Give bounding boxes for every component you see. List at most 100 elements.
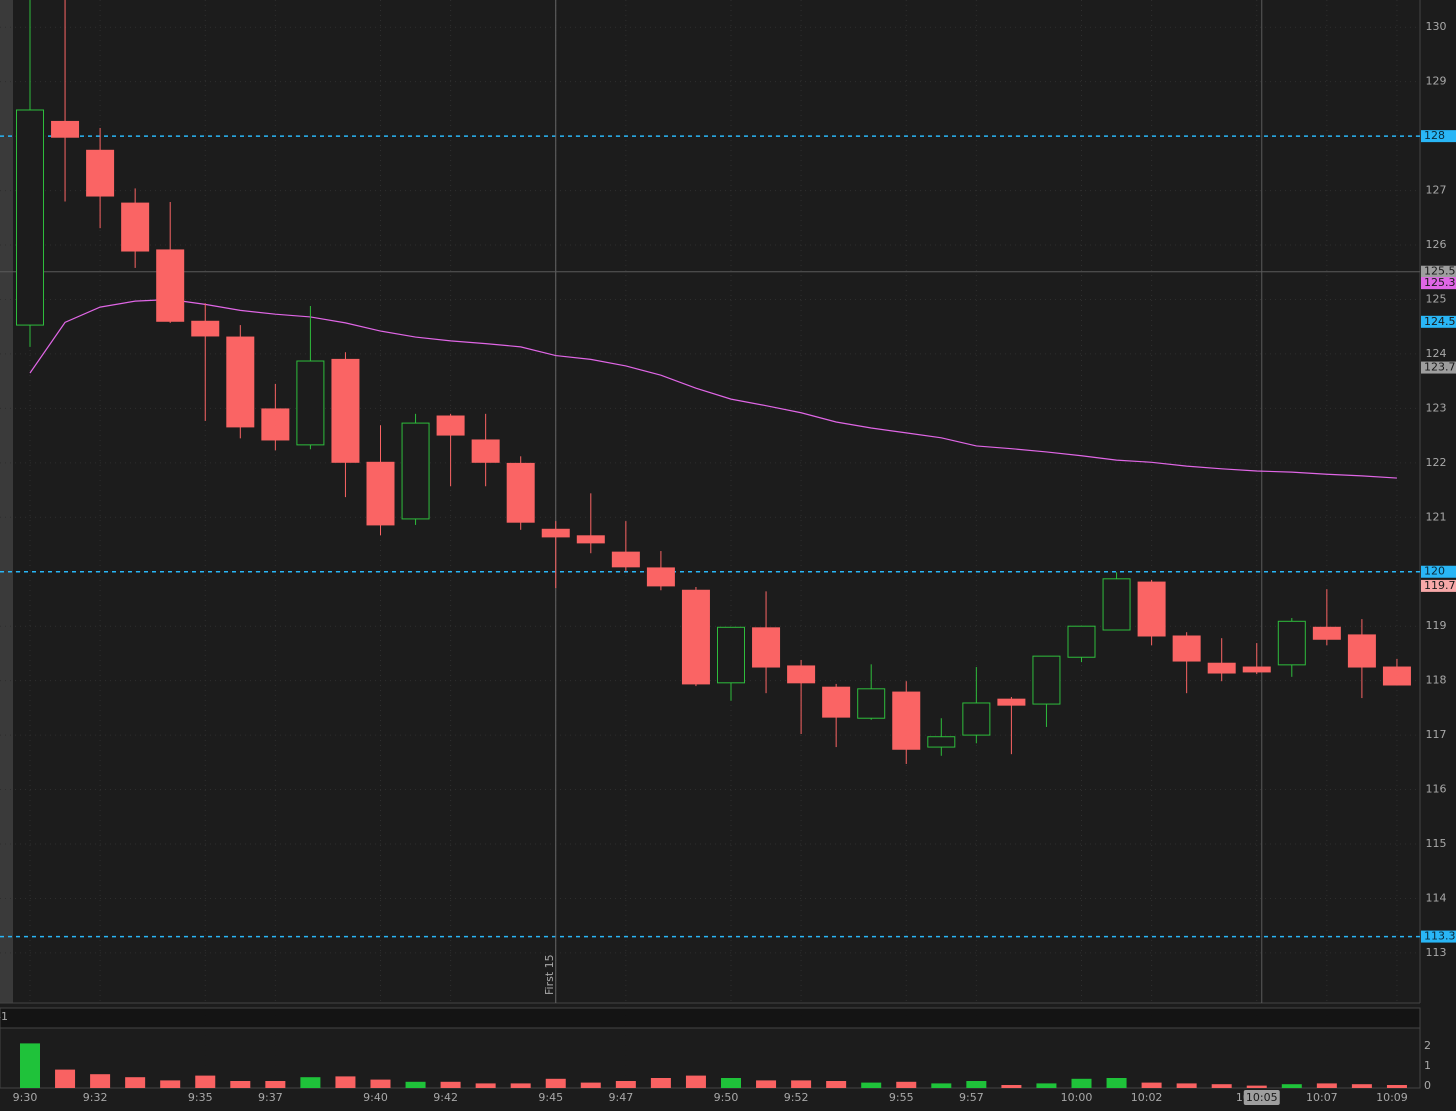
volume-bar <box>826 1081 847 1088</box>
y-tick-label: 118 <box>1426 674 1447 687</box>
x-tick-label: 9:40 <box>363 1091 388 1104</box>
volume-bar <box>650 1078 671 1088</box>
volume-bar <box>440 1081 461 1088</box>
candle-body <box>226 336 255 428</box>
candle-body <box>857 688 886 719</box>
y-tick-label: 123 <box>1426 401 1447 414</box>
price-label-box <box>1421 277 1456 290</box>
candle-body <box>962 702 991 736</box>
price-label: 123.75 <box>1424 361 1456 374</box>
y-tick-label: 121 <box>1426 510 1447 523</box>
volume-bar <box>896 1081 917 1088</box>
candle-body <box>1172 635 1201 662</box>
volume-bar <box>335 1076 356 1088</box>
price-label-box <box>1421 579 1456 592</box>
volume-bar <box>756 1080 777 1088</box>
y-tick-label: 117 <box>1426 728 1447 741</box>
x-tick-label: 9:45 <box>538 1091 563 1104</box>
volume-bar <box>685 1075 706 1088</box>
volume-bar <box>931 1083 952 1088</box>
y-tick-label: 130 <box>1426 20 1447 33</box>
candle-body <box>1032 655 1061 705</box>
candle-body <box>1207 662 1236 674</box>
y-tick-label: 122 <box>1426 456 1447 469</box>
candle-body <box>1277 620 1306 666</box>
volume-bar <box>1071 1078 1092 1088</box>
volume-bar <box>1386 1085 1407 1088</box>
candle-body <box>436 415 465 436</box>
vwap-line <box>29 298 1397 479</box>
volume-label: 41 <box>0 1010 8 1023</box>
y-tick-label: 127 <box>1426 184 1447 197</box>
x-tick-label: 9:50 <box>714 1091 739 1104</box>
crosshair-label-box <box>1243 1090 1280 1105</box>
candle-body <box>1347 634 1376 668</box>
price-label: 124.59 <box>1424 315 1456 328</box>
candle-body <box>121 202 150 252</box>
volume-tick-label: 2 <box>1424 1039 1431 1052</box>
volume-bar <box>370 1079 391 1088</box>
level-label-box <box>1421 130 1456 143</box>
x-tick-label: 9:35 <box>188 1091 213 1104</box>
x-tick-label: 9:55 <box>889 1091 914 1104</box>
x-tick-label: 9:52 <box>784 1091 809 1104</box>
left-strip <box>0 0 13 1003</box>
volume-bar <box>1246 1085 1267 1088</box>
candle-body <box>86 149 115 197</box>
volume-bar <box>1176 1083 1197 1088</box>
candle-body <box>401 422 430 520</box>
candle-body <box>611 551 640 568</box>
candle-body <box>1242 666 1271 673</box>
volume-panel <box>0 1027 1421 1089</box>
price-label: 119.74 <box>1424 579 1456 592</box>
y-tick-label: 124 <box>1426 347 1447 360</box>
x-tick-label: 9:57 <box>959 1091 984 1104</box>
candle-body <box>927 736 956 748</box>
y-tick-label: 113 <box>1426 946 1447 959</box>
candle-body <box>681 589 710 685</box>
volume-tick-label: 0 <box>1424 1079 1431 1092</box>
volume-bar <box>55 1069 76 1088</box>
volume-bar <box>405 1081 426 1088</box>
volume-bar <box>160 1080 181 1088</box>
volume-bar <box>791 1080 812 1088</box>
candle-body <box>997 698 1026 706</box>
volume-bar <box>1351 1084 1372 1088</box>
price-label-box <box>1421 265 1456 278</box>
candle-body <box>261 408 290 441</box>
volume-bar <box>1106 1078 1127 1088</box>
candle-body <box>16 109 44 326</box>
x-tick-label: 9:37 <box>258 1091 283 1104</box>
candle-body <box>646 567 675 587</box>
volume-bar <box>125 1077 146 1088</box>
volume-bar <box>861 1082 882 1088</box>
candle-body <box>752 627 781 668</box>
candle-body <box>892 691 921 750</box>
level-label: 128 <box>1424 129 1445 142</box>
volume-bar <box>475 1083 496 1088</box>
x-tick-label: 10:02 <box>1131 1091 1163 1104</box>
volume-bar <box>1001 1085 1022 1088</box>
volume-bar <box>545 1078 566 1088</box>
x-tick-label: 10:09 <box>1376 1091 1408 1104</box>
x-tick-label: 9:47 <box>608 1091 633 1104</box>
volume-tick-label: 1 <box>1424 1059 1431 1072</box>
x-tick-label: 9:42 <box>433 1091 458 1104</box>
volume-bar <box>721 1078 741 1088</box>
candle-body <box>576 535 605 544</box>
y-tick-label: 126 <box>1426 238 1447 251</box>
volume-header <box>0 1007 1421 1029</box>
price-label: 125.3 <box>1424 276 1456 289</box>
y-tick-label: 115 <box>1426 837 1447 850</box>
crosshair-label: 10:05 <box>1246 1091 1278 1104</box>
candle-body <box>1102 578 1131 631</box>
x-tick-label: 9:32 <box>83 1091 108 1104</box>
volume-bar <box>966 1081 987 1088</box>
candle-body <box>1067 625 1096 658</box>
candle-body <box>1312 626 1341 640</box>
candle-body <box>541 528 570 538</box>
y-tick-label: 119 <box>1426 619 1447 632</box>
